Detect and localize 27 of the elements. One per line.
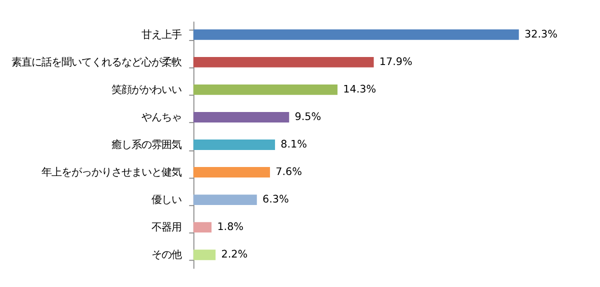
data-label: 2.2% xyxy=(221,248,248,261)
y-tick-label: 年上をがっかりさせまいと健気 xyxy=(42,166,182,179)
bar xyxy=(193,250,216,260)
y-tick-label: 優しい xyxy=(152,194,182,206)
data-label: 6.3% xyxy=(262,194,290,206)
data-label: 7.6% xyxy=(276,166,302,178)
bar xyxy=(193,222,212,233)
bar xyxy=(193,29,519,40)
bar xyxy=(193,56,374,68)
y-tick-label: 甘え上手 xyxy=(142,28,182,41)
bar xyxy=(193,84,338,95)
bar xyxy=(193,194,257,206)
data-label: 9.5% xyxy=(294,111,322,124)
y-tick-label: その他 xyxy=(152,249,182,262)
data-label: 14.3% xyxy=(343,84,376,96)
data-label: 8.1% xyxy=(280,138,308,151)
y-tick-label: 笑顔がかわいい xyxy=(112,84,182,96)
data-label: 32.3% xyxy=(524,28,558,40)
bar xyxy=(193,167,270,178)
bar xyxy=(193,112,290,122)
bar xyxy=(193,140,276,150)
y-tick-label: 癒し系の雰囲気 xyxy=(112,139,182,152)
y-tick-label: やんちゃ xyxy=(142,112,182,124)
data-label: 1.8% xyxy=(217,221,244,234)
y-tick-label: 素直に話を聞いてくれるなど心が柔軟 xyxy=(12,56,182,68)
data-label: 17.9% xyxy=(379,56,412,68)
y-tick-label: 不器用 xyxy=(152,222,182,234)
